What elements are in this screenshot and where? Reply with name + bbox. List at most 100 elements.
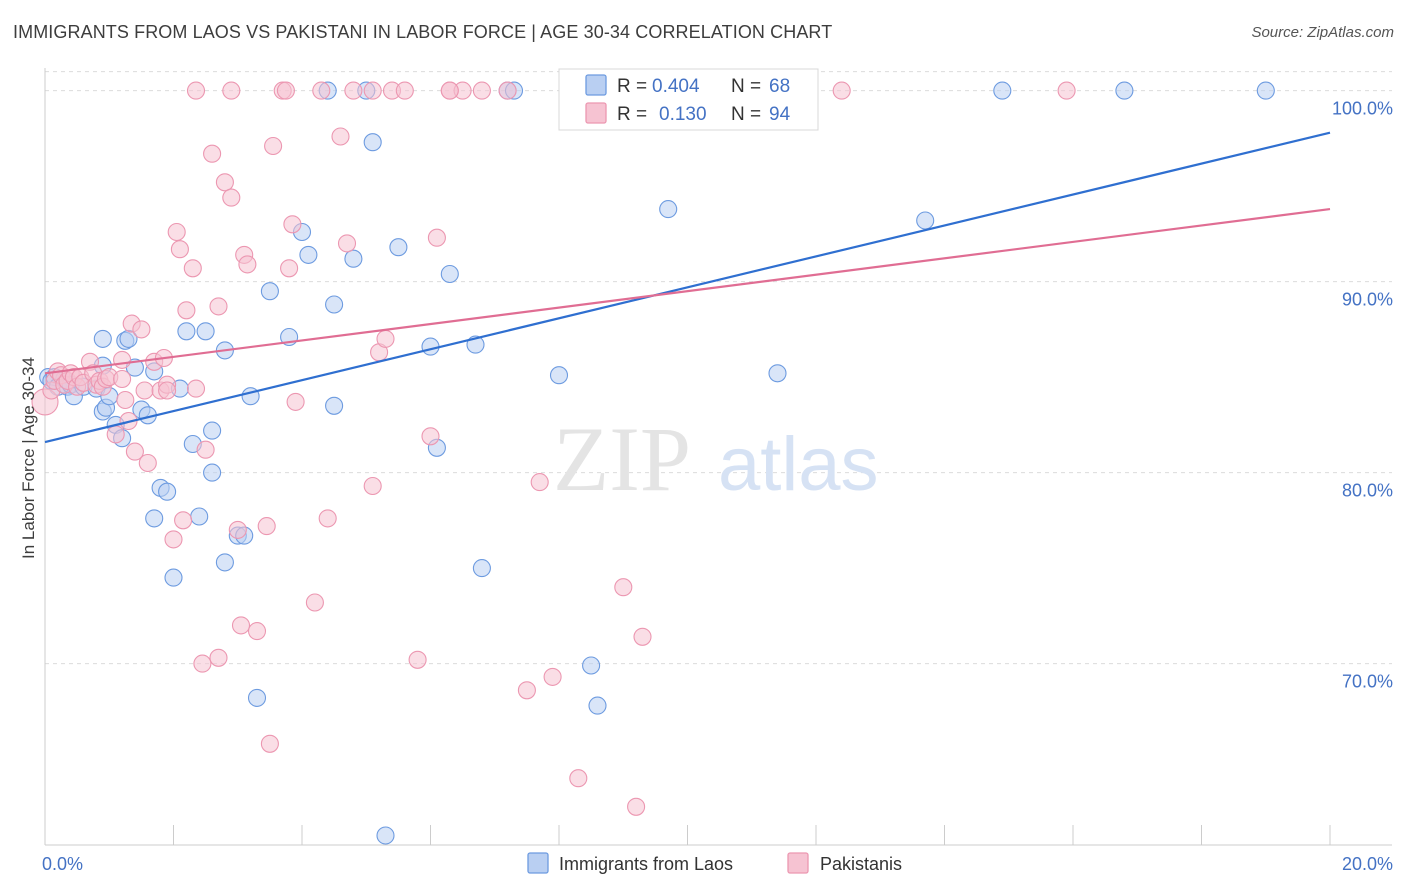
watermark-zip: ZIP bbox=[553, 408, 691, 510]
legend-r-label-2: R = bbox=[617, 104, 647, 125]
data-point bbox=[421, 337, 440, 356]
data-point bbox=[196, 322, 215, 341]
bottom-legend-swatch-pakistanis bbox=[787, 852, 809, 874]
data-point bbox=[247, 688, 267, 707]
data-point bbox=[247, 622, 267, 641]
x-tick-label: 20.0% bbox=[1342, 854, 1393, 874]
watermark-atlas: atlas bbox=[718, 422, 879, 507]
data-point bbox=[209, 648, 228, 667]
legend-r-value-1: 0.404 bbox=[652, 76, 700, 97]
legend-n-value-1: 68 bbox=[769, 76, 790, 97]
data-point bbox=[177, 301, 196, 320]
data-point bbox=[472, 559, 491, 578]
data-point bbox=[318, 509, 337, 528]
data-point bbox=[260, 734, 279, 753]
data-point bbox=[257, 517, 276, 536]
data-point bbox=[659, 200, 678, 219]
y-tick-label: 90.0% bbox=[1342, 290, 1393, 310]
grid-lines bbox=[45, 71, 1392, 665]
source-credit: Source: ZipAtlas.com bbox=[1251, 24, 1394, 41]
data-point bbox=[376, 329, 395, 348]
data-point bbox=[116, 390, 135, 410]
data-point bbox=[231, 616, 251, 635]
data-point bbox=[363, 81, 382, 100]
axes bbox=[44, 68, 1392, 846]
data-point bbox=[203, 463, 222, 482]
data-point bbox=[1115, 81, 1134, 100]
data-point bbox=[440, 81, 459, 100]
data-point bbox=[145, 509, 164, 528]
data-point bbox=[376, 826, 395, 845]
data-point bbox=[135, 381, 154, 400]
data-point bbox=[1256, 81, 1275, 100]
data-point bbox=[344, 249, 363, 268]
bottom-legend-label-pakistanis: Pakistanis bbox=[820, 854, 902, 874]
bottom-legend-label-laos: Immigrants from Laos bbox=[559, 854, 733, 874]
chart-title: IMMIGRANTS FROM LAOS VS PAKISTANI IN LAB… bbox=[13, 22, 833, 42]
data-point bbox=[215, 553, 234, 572]
data-point bbox=[113, 350, 132, 369]
data-point bbox=[93, 329, 112, 348]
data-point bbox=[280, 259, 299, 278]
data-point bbox=[186, 379, 206, 398]
data-point bbox=[614, 578, 633, 597]
legend-r-value-2: 0.130 bbox=[659, 104, 707, 125]
data-point bbox=[569, 769, 588, 788]
data-point bbox=[305, 593, 324, 612]
legend-r-label-1: R = bbox=[617, 76, 647, 97]
data-point bbox=[389, 238, 408, 257]
series-legend: Immigrants from Laos Pakistanis bbox=[527, 852, 902, 874]
data-point bbox=[916, 211, 935, 230]
data-point bbox=[588, 696, 607, 715]
data-point bbox=[768, 364, 787, 383]
data-point bbox=[337, 234, 357, 253]
data-point bbox=[170, 240, 189, 259]
data-point bbox=[363, 476, 382, 496]
data-point bbox=[177, 322, 196, 341]
data-point bbox=[832, 81, 851, 100]
data-point bbox=[312, 81, 331, 100]
data-point bbox=[238, 255, 257, 274]
data-point bbox=[113, 369, 132, 389]
y-tick-label: 100.0% bbox=[1332, 99, 1393, 119]
data-point bbox=[440, 264, 459, 284]
data-point bbox=[1057, 81, 1076, 100]
data-point bbox=[283, 215, 302, 234]
data-point bbox=[222, 188, 241, 207]
data-point bbox=[167, 222, 186, 242]
data-point bbox=[582, 656, 601, 675]
data-point bbox=[421, 427, 440, 446]
trend-line-laos bbox=[44, 131, 1331, 444]
data-point bbox=[517, 681, 536, 700]
data-point bbox=[125, 442, 144, 461]
legend-swatch-pakistanis bbox=[585, 102, 607, 124]
data-point bbox=[183, 259, 202, 278]
data-point bbox=[174, 511, 193, 530]
data-point bbox=[276, 81, 295, 100]
data-point bbox=[344, 81, 363, 100]
data-point bbox=[325, 295, 344, 314]
data-point bbox=[203, 144, 222, 163]
y-tick-labels: 70.0% 80.0% 90.0% 100.0% bbox=[1332, 99, 1393, 692]
data-point bbox=[138, 453, 157, 473]
data-point bbox=[993, 81, 1012, 100]
y-tick-label: 80.0% bbox=[1342, 481, 1393, 501]
data-point bbox=[472, 81, 491, 100]
data-point bbox=[186, 81, 206, 100]
data-point bbox=[264, 136, 283, 156]
legend-swatch-laos bbox=[585, 74, 607, 96]
data-point bbox=[331, 127, 350, 146]
data-point bbox=[228, 520, 247, 539]
data-point bbox=[132, 320, 151, 339]
data-point bbox=[260, 282, 279, 301]
data-point bbox=[427, 228, 446, 247]
data-point bbox=[530, 473, 549, 492]
data-point bbox=[543, 667, 562, 686]
data-point bbox=[164, 530, 183, 549]
data-point bbox=[222, 81, 241, 100]
data-point bbox=[106, 425, 125, 444]
data-point bbox=[549, 366, 569, 385]
data-point bbox=[627, 797, 646, 816]
legend-n-label-1: N = bbox=[731, 76, 761, 97]
